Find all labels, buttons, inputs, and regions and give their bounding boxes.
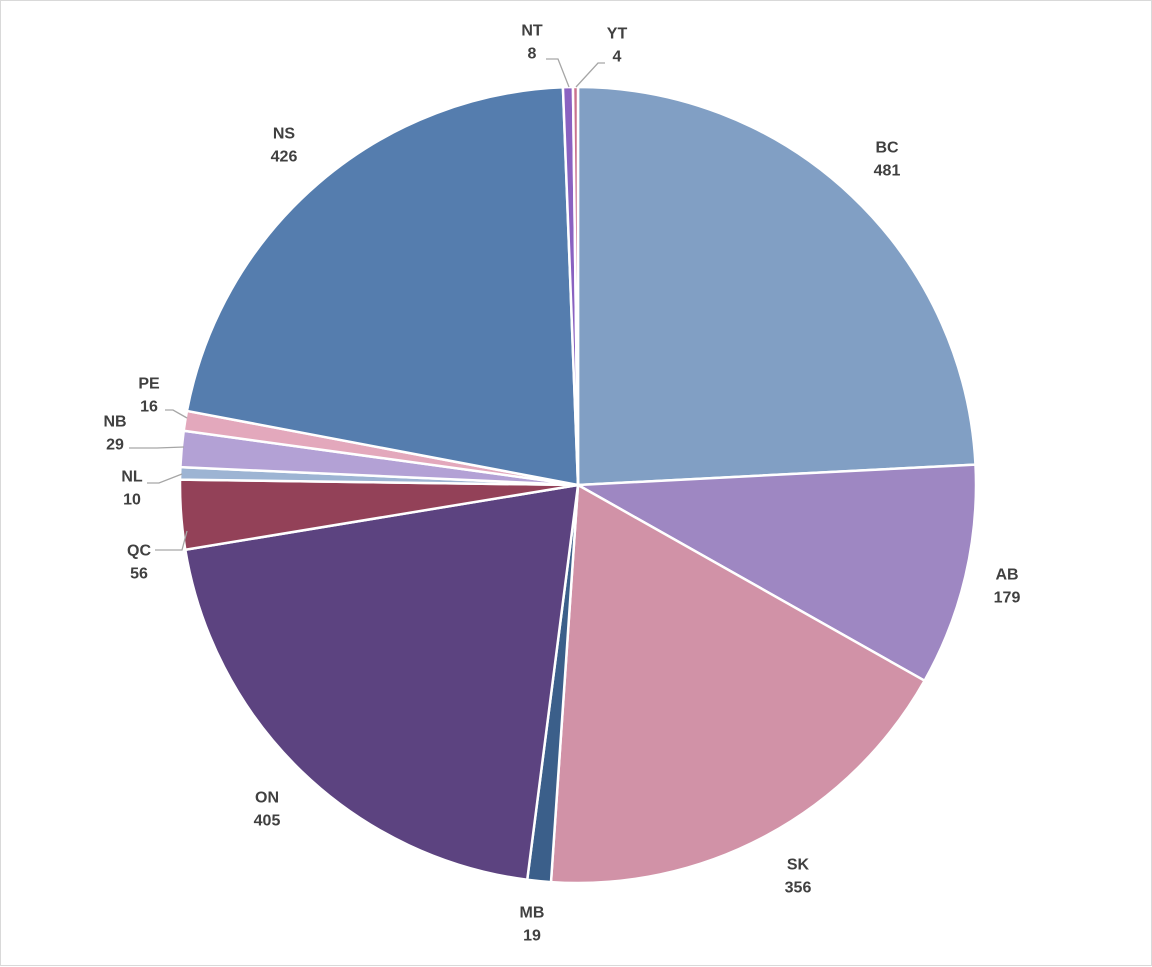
data-label-value-nl: 10 — [123, 492, 141, 509]
pie-slice-ns — [185, 86, 580, 487]
data-label-value-pe: 16 — [140, 399, 158, 416]
leader-line-pe — [165, 409, 188, 419]
leader-line-nl — [147, 473, 183, 484]
leader-lines-layer — [129, 58, 605, 551]
data-label-name-ab: AB — [995, 567, 1018, 584]
data-label-value-nb: 29 — [106, 437, 124, 454]
data-labels-layer: BC 481 AB 179 SK 356 MB 19 ON 405 QC 56 NL 10 NB 29 PE 16… — [103, 23, 1020, 945]
data-label-name-sk: SK — [787, 857, 810, 874]
pie-slice-bc — [576, 85, 977, 487]
data-label-name-bc: BC — [875, 140, 899, 157]
data-label-name-pe: PE — [138, 376, 160, 393]
slices-layer — [178, 85, 978, 885]
data-label-name-nl: NL — [121, 469, 143, 486]
data-label-value-on: 405 — [254, 813, 281, 830]
pie-slice-on — [184, 483, 580, 881]
data-label-value-sk: 356 — [785, 880, 812, 897]
data-label-value-qc: 56 — [130, 566, 148, 583]
leader-line-qc — [155, 530, 188, 551]
data-label-name-on: ON — [255, 790, 279, 807]
data-label-name-mb: MB — [520, 905, 545, 922]
pie-slice-yt — [571, 85, 580, 487]
data-label-value-nt: 8 — [528, 46, 537, 63]
data-label-value-bc: 481 — [874, 163, 901, 180]
data-label-value-yt: 4 — [613, 49, 622, 66]
data-label-value-mb: 19 — [523, 928, 541, 945]
leader-line-nt — [546, 58, 570, 88]
leader-line-yt — [575, 62, 605, 88]
leader-line-nb — [129, 446, 185, 449]
data-label-name-ns: NS — [273, 126, 296, 143]
pie-slice-sk — [549, 483, 926, 885]
data-label-name-nt: NT — [521, 23, 543, 40]
pie-slice-ab — [576, 463, 978, 682]
data-label-name-nb: NB — [103, 414, 126, 431]
data-label-name-yt: YT — [607, 26, 628, 43]
data-label-name-qc: QC — [127, 543, 151, 560]
data-label-value-ab: 179 — [994, 590, 1021, 607]
data-label-value-ns: 426 — [271, 149, 298, 166]
